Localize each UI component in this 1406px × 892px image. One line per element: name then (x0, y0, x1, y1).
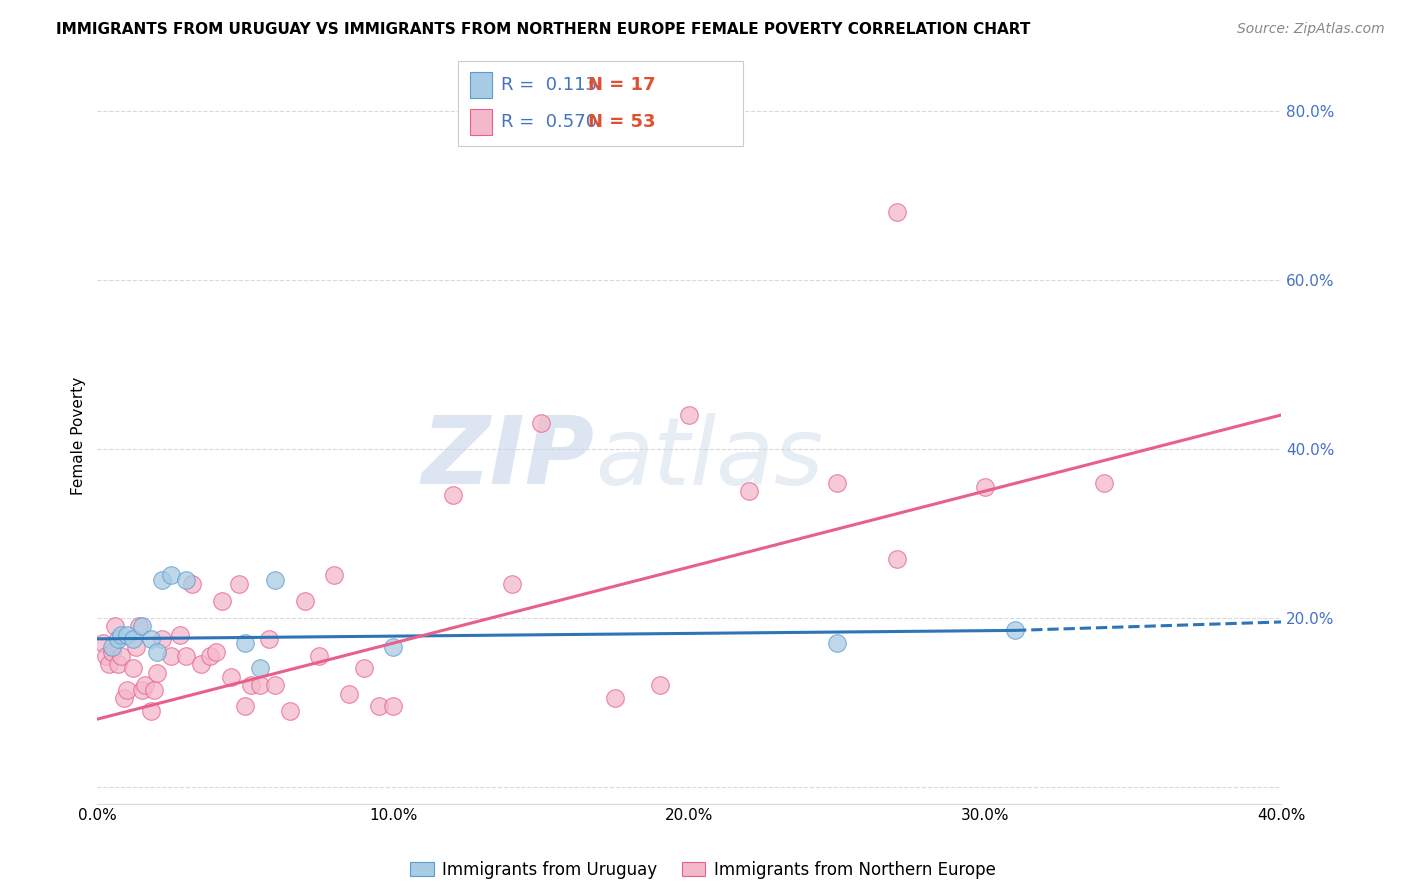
Point (160, 568, 183, 582)
Point (219, 670, 242, 684)
Point (737, 483, 759, 498)
Point (169, 627, 191, 641)
Point (181, 577, 204, 591)
Point (353, 661, 375, 675)
Point (1092, 475, 1115, 490)
Point (323, 568, 346, 582)
Text: IMMIGRANTS FROM URUGUAY VS IMMIGRANTS FROM NORTHERN EUROPE FEMALE POVERTY CORREL: IMMIGRANTS FROM URUGUAY VS IMMIGRANTS FR… (56, 22, 1031, 37)
Point (134, 678, 156, 692)
Point (152, 573, 174, 587)
Point (112, 691, 135, 706)
Point (228, 577, 250, 591)
Point (131, 619, 153, 633)
Point (142, 682, 165, 697)
Point (1004, 624, 1026, 638)
Text: R =  0.570: R = 0.570 (501, 113, 596, 131)
Text: ZIP: ZIP (422, 412, 595, 504)
Point (211, 594, 233, 608)
Point (174, 573, 197, 587)
Text: R =  0.113: R = 0.113 (501, 76, 596, 94)
Point (257, 632, 280, 646)
Point (249, 661, 271, 675)
Point (678, 408, 700, 422)
Point (264, 678, 287, 692)
Point (131, 682, 153, 697)
Point (240, 678, 263, 692)
Point (128, 619, 150, 633)
Point (198, 648, 221, 663)
Point (190, 657, 212, 672)
Point (886, 551, 908, 566)
Point (110, 648, 132, 663)
Point (122, 632, 145, 646)
Point (441, 488, 464, 502)
Point (91, 636, 114, 650)
Point (204, 644, 226, 658)
Point (145, 665, 167, 680)
Point (104, 619, 127, 633)
Point (501, 577, 523, 591)
Point (308, 648, 330, 663)
Point (174, 648, 197, 663)
Point (382, 640, 405, 655)
Text: Source: ZipAtlas.com: Source: ZipAtlas.com (1237, 22, 1385, 37)
Point (145, 644, 167, 658)
Point (139, 704, 162, 718)
Point (139, 632, 162, 646)
Point (278, 704, 301, 718)
Point (110, 627, 132, 641)
Point (152, 632, 174, 646)
Point (648, 678, 671, 692)
Point (107, 632, 129, 646)
Text: N = 17: N = 17 (588, 76, 655, 94)
Point (367, 699, 389, 714)
Point (382, 699, 405, 714)
Point (827, 636, 849, 650)
Point (235, 636, 257, 650)
Point (160, 648, 183, 663)
Point (337, 687, 360, 701)
Point (235, 699, 257, 714)
Text: N = 53: N = 53 (588, 113, 655, 131)
Point (886, 205, 908, 219)
Point (264, 573, 287, 587)
Point (101, 644, 124, 658)
Legend: Immigrants from Uruguay, Immigrants from Northern Europe: Immigrants from Uruguay, Immigrants from… (405, 855, 1001, 884)
Point (115, 627, 138, 641)
Point (98, 657, 121, 672)
Point (974, 480, 997, 494)
Point (115, 682, 138, 697)
Point (122, 661, 145, 675)
Point (96, 648, 118, 663)
Point (125, 640, 148, 655)
Point (101, 640, 124, 655)
Point (294, 594, 316, 608)
Text: atlas: atlas (595, 413, 823, 504)
Y-axis label: Female Poverty: Female Poverty (72, 377, 86, 495)
Point (249, 678, 271, 692)
Point (827, 475, 849, 490)
Point (530, 417, 553, 431)
Point (107, 657, 129, 672)
Point (605, 691, 627, 706)
